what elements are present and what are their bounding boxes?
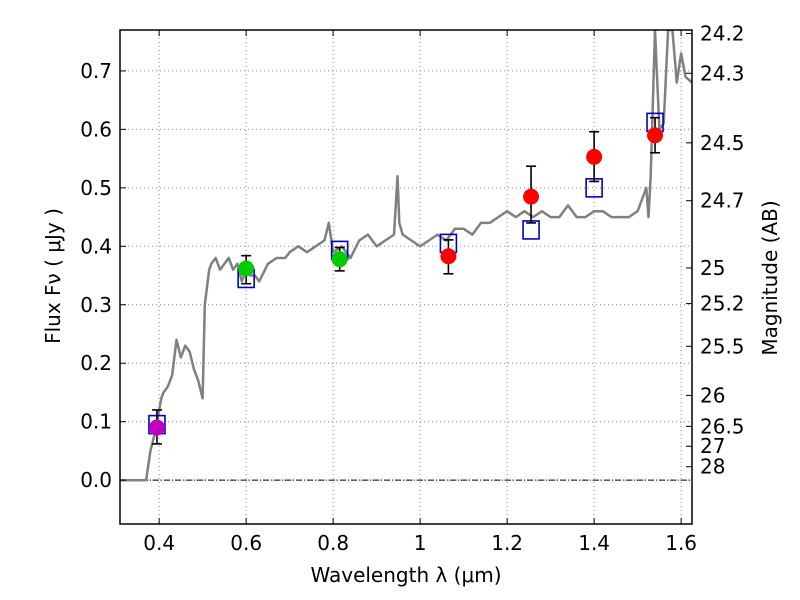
y-tick-label: 0.3 (80, 293, 112, 317)
y-tick-label: 0.6 (80, 117, 112, 141)
y-tick-label: 0.4 (80, 234, 112, 258)
y-tick-label: 0.5 (80, 176, 112, 200)
x-tick-label: 1.4 (578, 531, 610, 555)
model-photometry-series (148, 112, 664, 435)
spectrum-line (120, 30, 692, 482)
y-axis-ticks: 0.0 0.1 0.2 0.3 0.4 0.5 0.6 0.7 (80, 59, 126, 492)
x-axis-label: Wavelength λ (μm) (310, 563, 501, 587)
magnitude-tick-label: 24.3 (700, 61, 745, 85)
magnitude-tick-label: 24.2 (700, 22, 745, 46)
observed-point (586, 148, 603, 165)
observed-point (331, 251, 348, 268)
magnitude-tick-label: 26 (700, 383, 725, 407)
magnitude-tick-label: 26.5 (700, 414, 745, 438)
y-axis-label: Flux Fν ( μJy ) (41, 208, 65, 344)
x-tick-label: 1.2 (491, 531, 523, 555)
observed-point (647, 127, 664, 144)
y-tick-label: 0.7 (80, 59, 112, 83)
grid (120, 30, 692, 524)
y-tick-label: 0.1 (80, 410, 112, 434)
observed-point (148, 419, 165, 436)
y-tick-label: 0.2 (80, 351, 112, 375)
x-tick-label: 1.6 (665, 531, 697, 555)
observed-point (523, 188, 540, 205)
magnitude-tick-label: 25 (700, 256, 725, 280)
observed-point (238, 260, 255, 277)
x-tick-label: 1 (414, 531, 427, 555)
observed-point (440, 248, 457, 265)
x-tick-label: 0.8 (317, 531, 349, 555)
y-tick-label: 0.0 (80, 468, 112, 492)
magnitude-tick-label: 25.2 (700, 292, 745, 316)
magnitude-tick-label: 25.5 (700, 334, 745, 358)
magnitude-axis-label: Magnitude (AB) (758, 200, 782, 355)
x-tick-label: 0.4 (143, 531, 175, 555)
spectrum-series (120, 30, 692, 482)
magnitude-tick-label: 24.7 (700, 189, 745, 213)
magnitude-tick-label: 27 (700, 434, 725, 458)
observed-photometry-series (148, 116, 664, 445)
magnitude-tick-label: 28 (700, 455, 725, 479)
magnitude-tick-label: 24.5 (700, 131, 745, 155)
plot-frame (119, 29, 693, 525)
x-axis-ticks: 0.4 0.6 0.8 1 1.2 1.4 1.6 (143, 30, 697, 555)
x-tick-label: 0.6 (230, 531, 262, 555)
